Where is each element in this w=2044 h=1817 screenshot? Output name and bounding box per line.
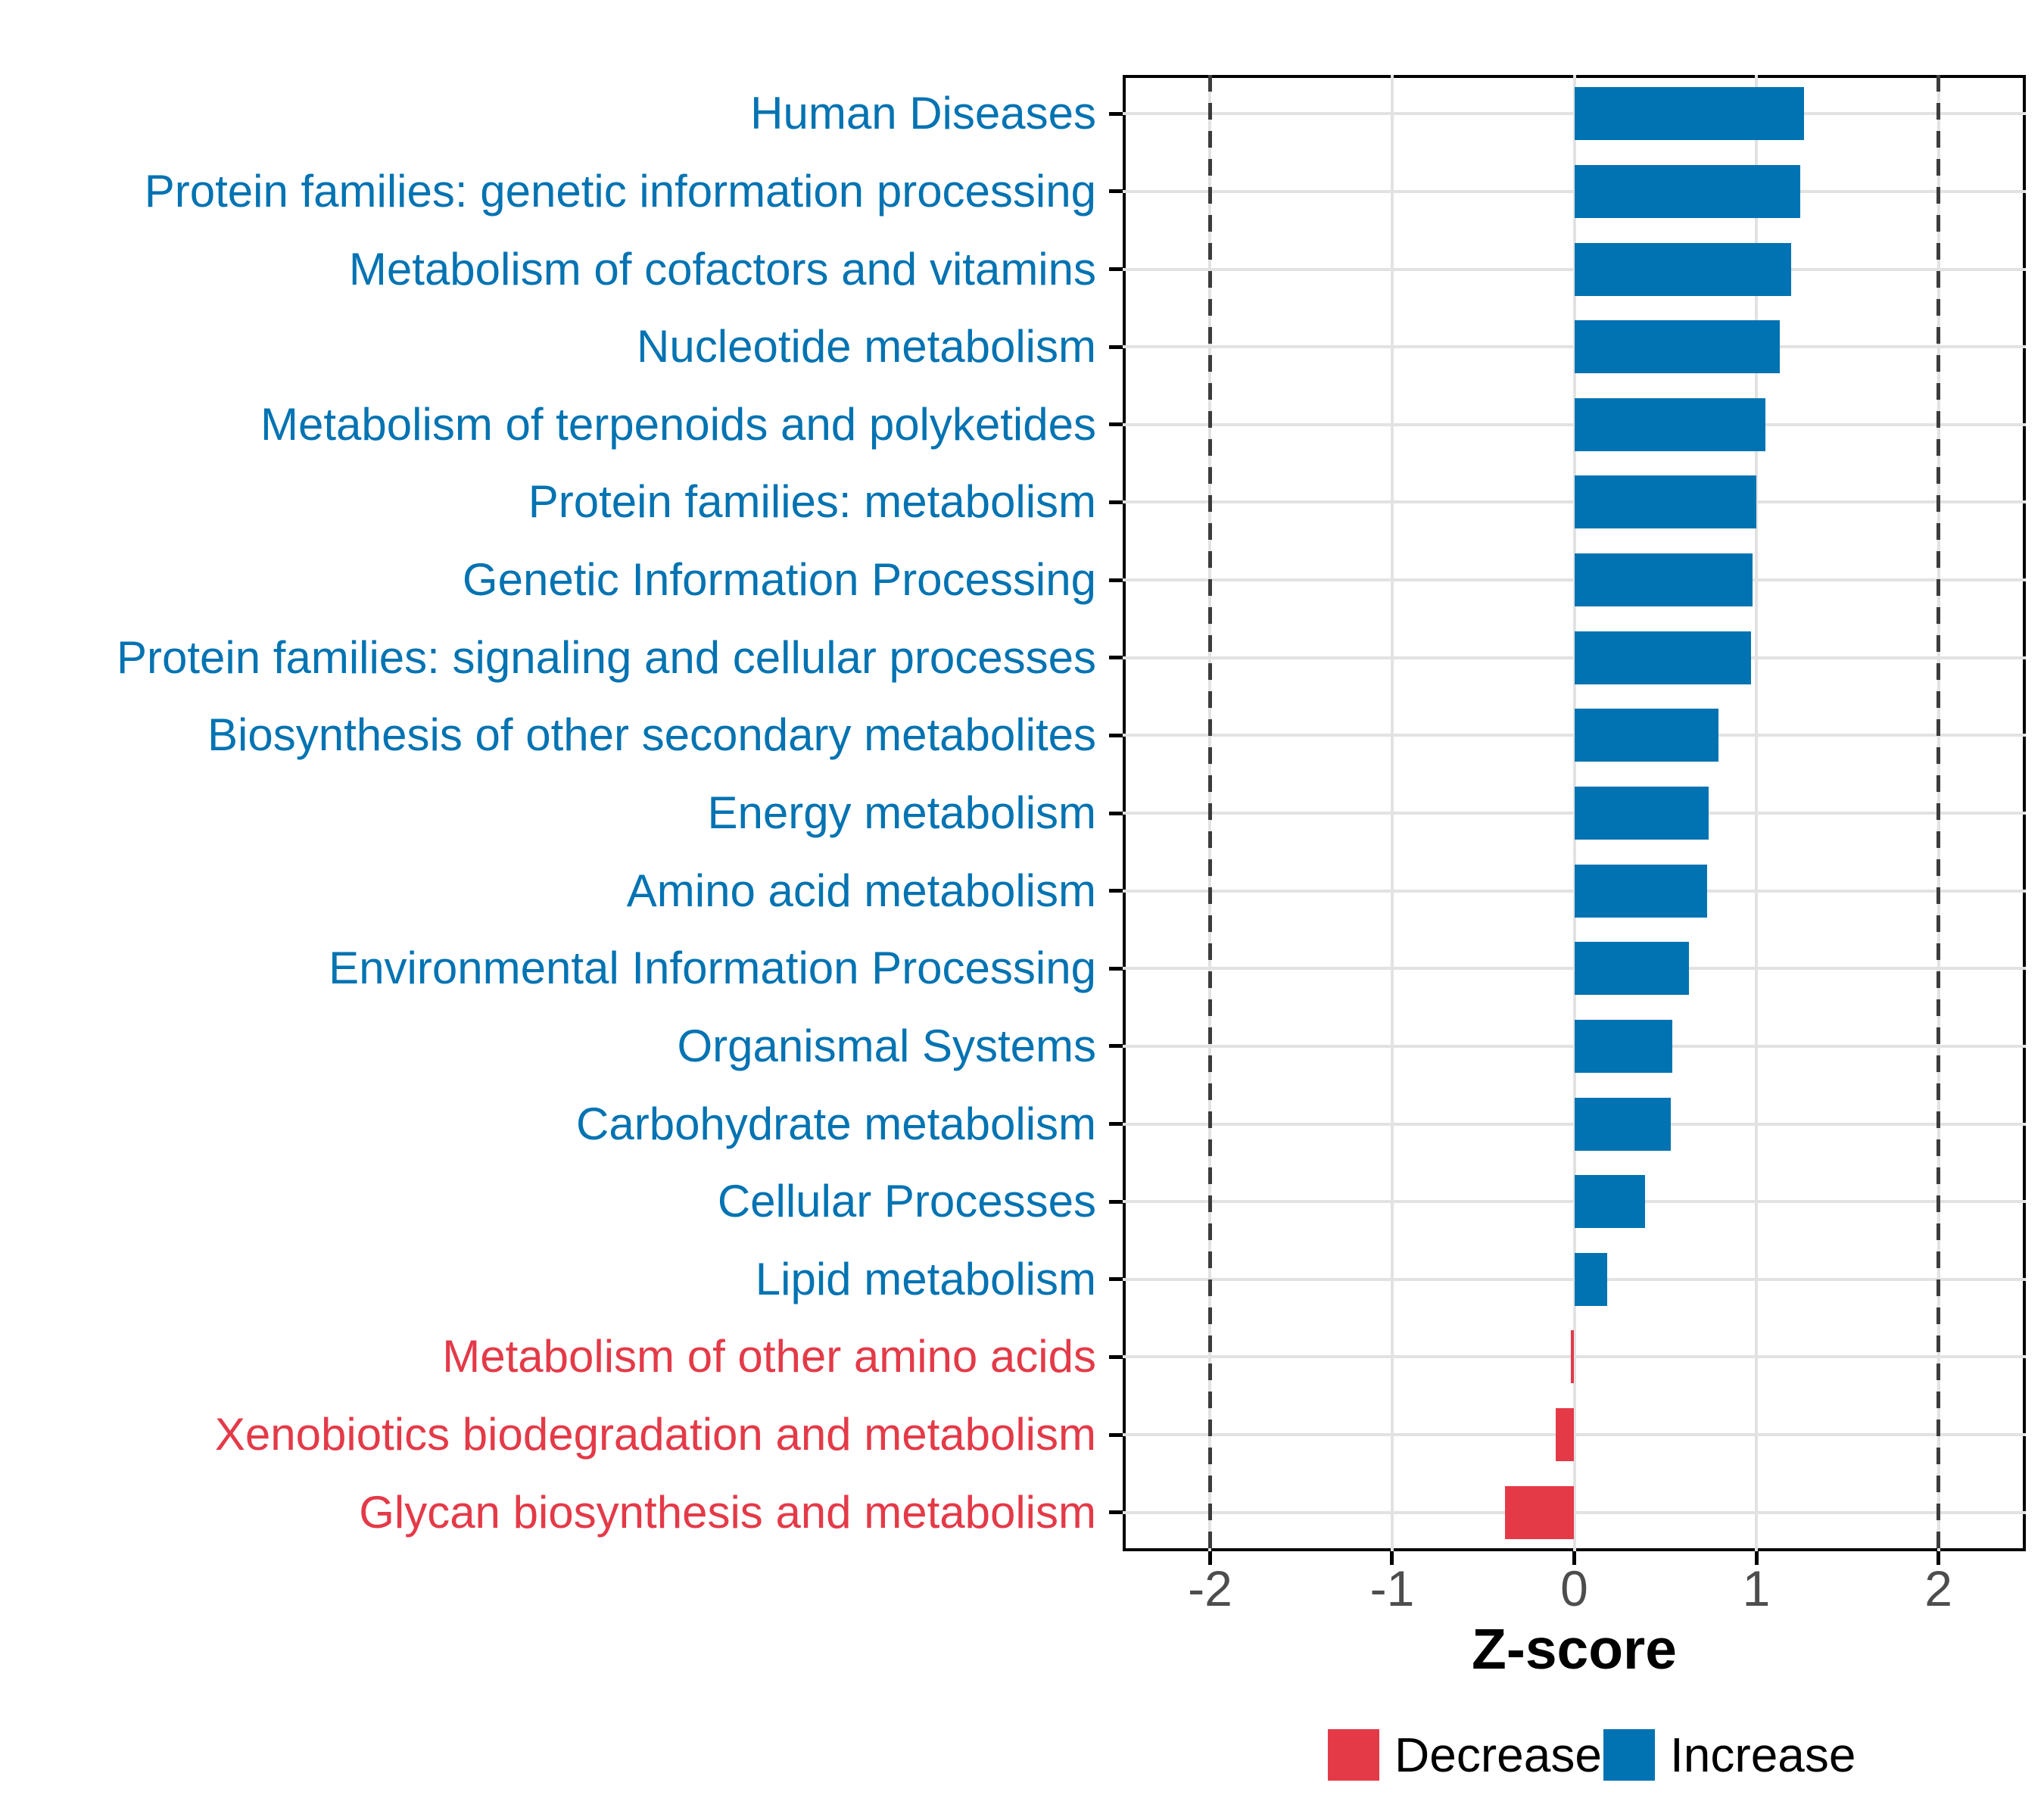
x-tick-label: 1 bbox=[1742, 1560, 1771, 1616]
bar-decrease bbox=[1570, 1330, 1575, 1384]
bar-increase bbox=[1574, 553, 1753, 607]
category-label: Carbohydrate metabolism bbox=[576, 1098, 1096, 1149]
bar-increase bbox=[1574, 242, 1791, 296]
x-axis-tick bbox=[1390, 1551, 1394, 1565]
y-axis-tick bbox=[1109, 1510, 1123, 1515]
y-axis-tick bbox=[1109, 889, 1123, 893]
bar-increase bbox=[1574, 1019, 1673, 1073]
y-axis-tick bbox=[1109, 111, 1123, 116]
category-label: Human Diseases bbox=[750, 88, 1096, 139]
y-axis-tick bbox=[1109, 1199, 1123, 1204]
category-label: Metabolism of other amino acids bbox=[442, 1331, 1096, 1382]
bar-decrease bbox=[1505, 1485, 1575, 1539]
legend-label-decrease: Decrease bbox=[1394, 1728, 1602, 1782]
x-axis-tick bbox=[1754, 1551, 1759, 1565]
y-axis-tick bbox=[1109, 1432, 1123, 1437]
y-axis-tick bbox=[1109, 811, 1123, 815]
gridline-row bbox=[1123, 1510, 2026, 1514]
category-label: Nucleotide metabolism bbox=[637, 321, 1096, 372]
legend-label-increase: Increase bbox=[1670, 1728, 1856, 1782]
category-label: Organismal Systems bbox=[677, 1020, 1096, 1071]
y-axis-tick bbox=[1109, 578, 1123, 582]
category-label: Protein families: signaling and cellular… bbox=[117, 631, 1096, 683]
x-axis-title: Z-score bbox=[1472, 1617, 1677, 1681]
bar-increase bbox=[1574, 397, 1766, 451]
y-axis-tick bbox=[1109, 1277, 1123, 1282]
x-tick-label: 2 bbox=[1924, 1560, 1952, 1616]
x-tick-label: -2 bbox=[1188, 1560, 1232, 1616]
category-label: Amino acid metabolism bbox=[626, 865, 1096, 916]
y-axis-tick bbox=[1109, 189, 1123, 194]
bar-increase bbox=[1574, 631, 1751, 684]
category-label: Protein families: metabolism bbox=[528, 476, 1096, 528]
y-axis-tick bbox=[1109, 1354, 1123, 1359]
y-axis-tick bbox=[1109, 344, 1123, 349]
y-axis-tick bbox=[1109, 1044, 1123, 1049]
category-label: Xenobiotics biodegradation and metabolis… bbox=[214, 1409, 1096, 1460]
y-axis-tick bbox=[1109, 966, 1123, 971]
bar-increase bbox=[1574, 475, 1757, 529]
bar-increase bbox=[1574, 320, 1781, 374]
category-label: Environmental Information Processing bbox=[329, 943, 1096, 994]
legend-key-increase bbox=[1603, 1729, 1655, 1781]
reference-line-2 bbox=[1937, 75, 1941, 1551]
category-label: Genetic Information Processing bbox=[462, 554, 1096, 606]
bar-increase bbox=[1574, 709, 1718, 762]
y-axis-tick bbox=[1109, 267, 1123, 272]
x-tick-label: 0 bbox=[1560, 1560, 1588, 1616]
bar-increase bbox=[1574, 942, 1690, 996]
gridline-row bbox=[1123, 1355, 2026, 1359]
category-label: Metabolism of cofactors and vitamins bbox=[348, 243, 1096, 295]
y-axis-tick bbox=[1109, 422, 1123, 427]
bar-increase bbox=[1574, 1175, 1646, 1229]
bar-increase bbox=[1574, 1097, 1671, 1151]
category-label: Biosynthesis of other secondary metaboli… bbox=[207, 709, 1096, 761]
category-label: Lipid metabolism bbox=[755, 1253, 1096, 1304]
x-axis-tick bbox=[1937, 1551, 1941, 1565]
x-axis-tick bbox=[1572, 1551, 1576, 1565]
bar-increase bbox=[1574, 164, 1800, 218]
gridline-row bbox=[1123, 1433, 2026, 1437]
reference-line--2 bbox=[1207, 75, 1212, 1551]
category-label: Metabolism of terpenoids and polyketides bbox=[260, 398, 1096, 450]
bar-decrease bbox=[1556, 1408, 1575, 1462]
bar-increase bbox=[1574, 787, 1709, 840]
x-tick-label: -1 bbox=[1369, 1560, 1415, 1616]
y-axis-tick bbox=[1109, 500, 1123, 504]
category-label: Cellular Processes bbox=[717, 1176, 1096, 1227]
y-axis-tick bbox=[1109, 733, 1123, 737]
bar-increase bbox=[1574, 87, 1804, 141]
y-axis-tick bbox=[1109, 1122, 1123, 1127]
legend-key-decrease bbox=[1328, 1729, 1379, 1781]
category-label: Glycan biosynthesis and metabolism bbox=[359, 1486, 1096, 1538]
bar-increase bbox=[1574, 1252, 1607, 1306]
category-label: Protein families: genetic information pr… bbox=[144, 165, 1096, 217]
x-axis-tick bbox=[1207, 1551, 1212, 1565]
bar-increase bbox=[1574, 864, 1708, 918]
y-axis-tick bbox=[1109, 656, 1123, 660]
category-label: Energy metabolism bbox=[707, 787, 1096, 838]
